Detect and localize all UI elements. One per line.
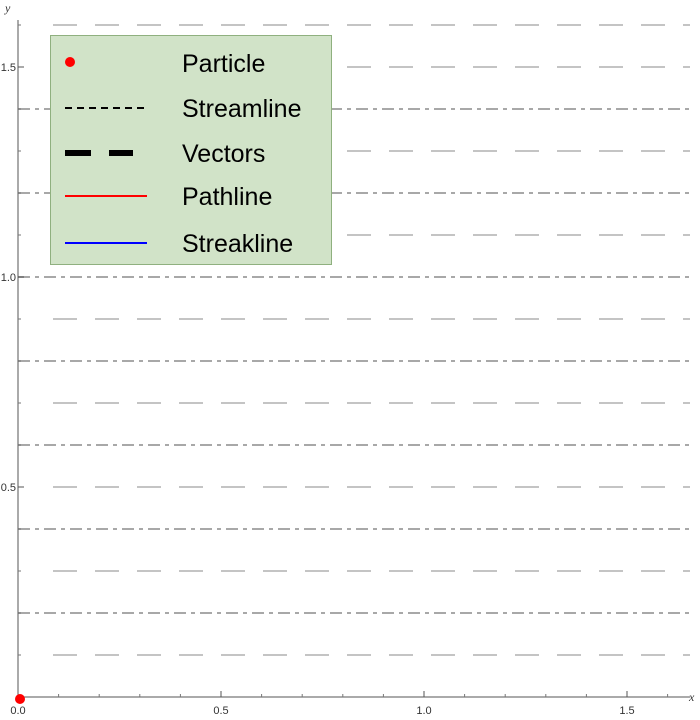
legend-item-pathline: Pathline: [51, 175, 331, 215]
x-axis-label: x: [688, 690, 695, 704]
y-axis-label: y: [4, 1, 11, 15]
red-dot-icon: [65, 57, 75, 67]
legend: Particle Streamline Vectors Pathline Str…: [50, 35, 332, 265]
y-tick-label: 1.0: [1, 272, 16, 284]
x-tick-label: 0.5: [213, 705, 228, 717]
y-tick-label: 1.5: [1, 62, 16, 74]
black-dashed-line-icon: [65, 107, 149, 109]
axes: [17, 20, 690, 698]
legend-label-pathline: Pathline: [182, 183, 273, 211]
legend-item-vectors: Vectors: [51, 132, 331, 172]
legend-item-streakline: Streakline: [51, 222, 331, 262]
legend-item-streamline: Streamline: [51, 87, 331, 127]
x-tick-label: 1.0: [416, 705, 431, 717]
particle-marker: [15, 694, 25, 704]
legend-label-streakline: Streakline: [182, 230, 294, 258]
axis-ticks: 0.0 0.5 1.0 1.5 0.5 1.0 1.5: [1, 24, 669, 717]
legend-item-particle: Particle: [51, 42, 331, 82]
blue-line-icon: [65, 242, 147, 244]
thick-black-dashes-icon: [65, 150, 133, 156]
legend-label-vectors: Vectors: [182, 140, 266, 168]
y-tick-label: 0.5: [1, 482, 16, 494]
legend-label-streamline: Streamline: [182, 95, 302, 123]
legend-label-particle: Particle: [182, 50, 266, 78]
x-tick-label: 0.0: [10, 705, 25, 717]
red-line-icon: [65, 195, 147, 197]
x-tick-label: 1.5: [619, 705, 634, 717]
